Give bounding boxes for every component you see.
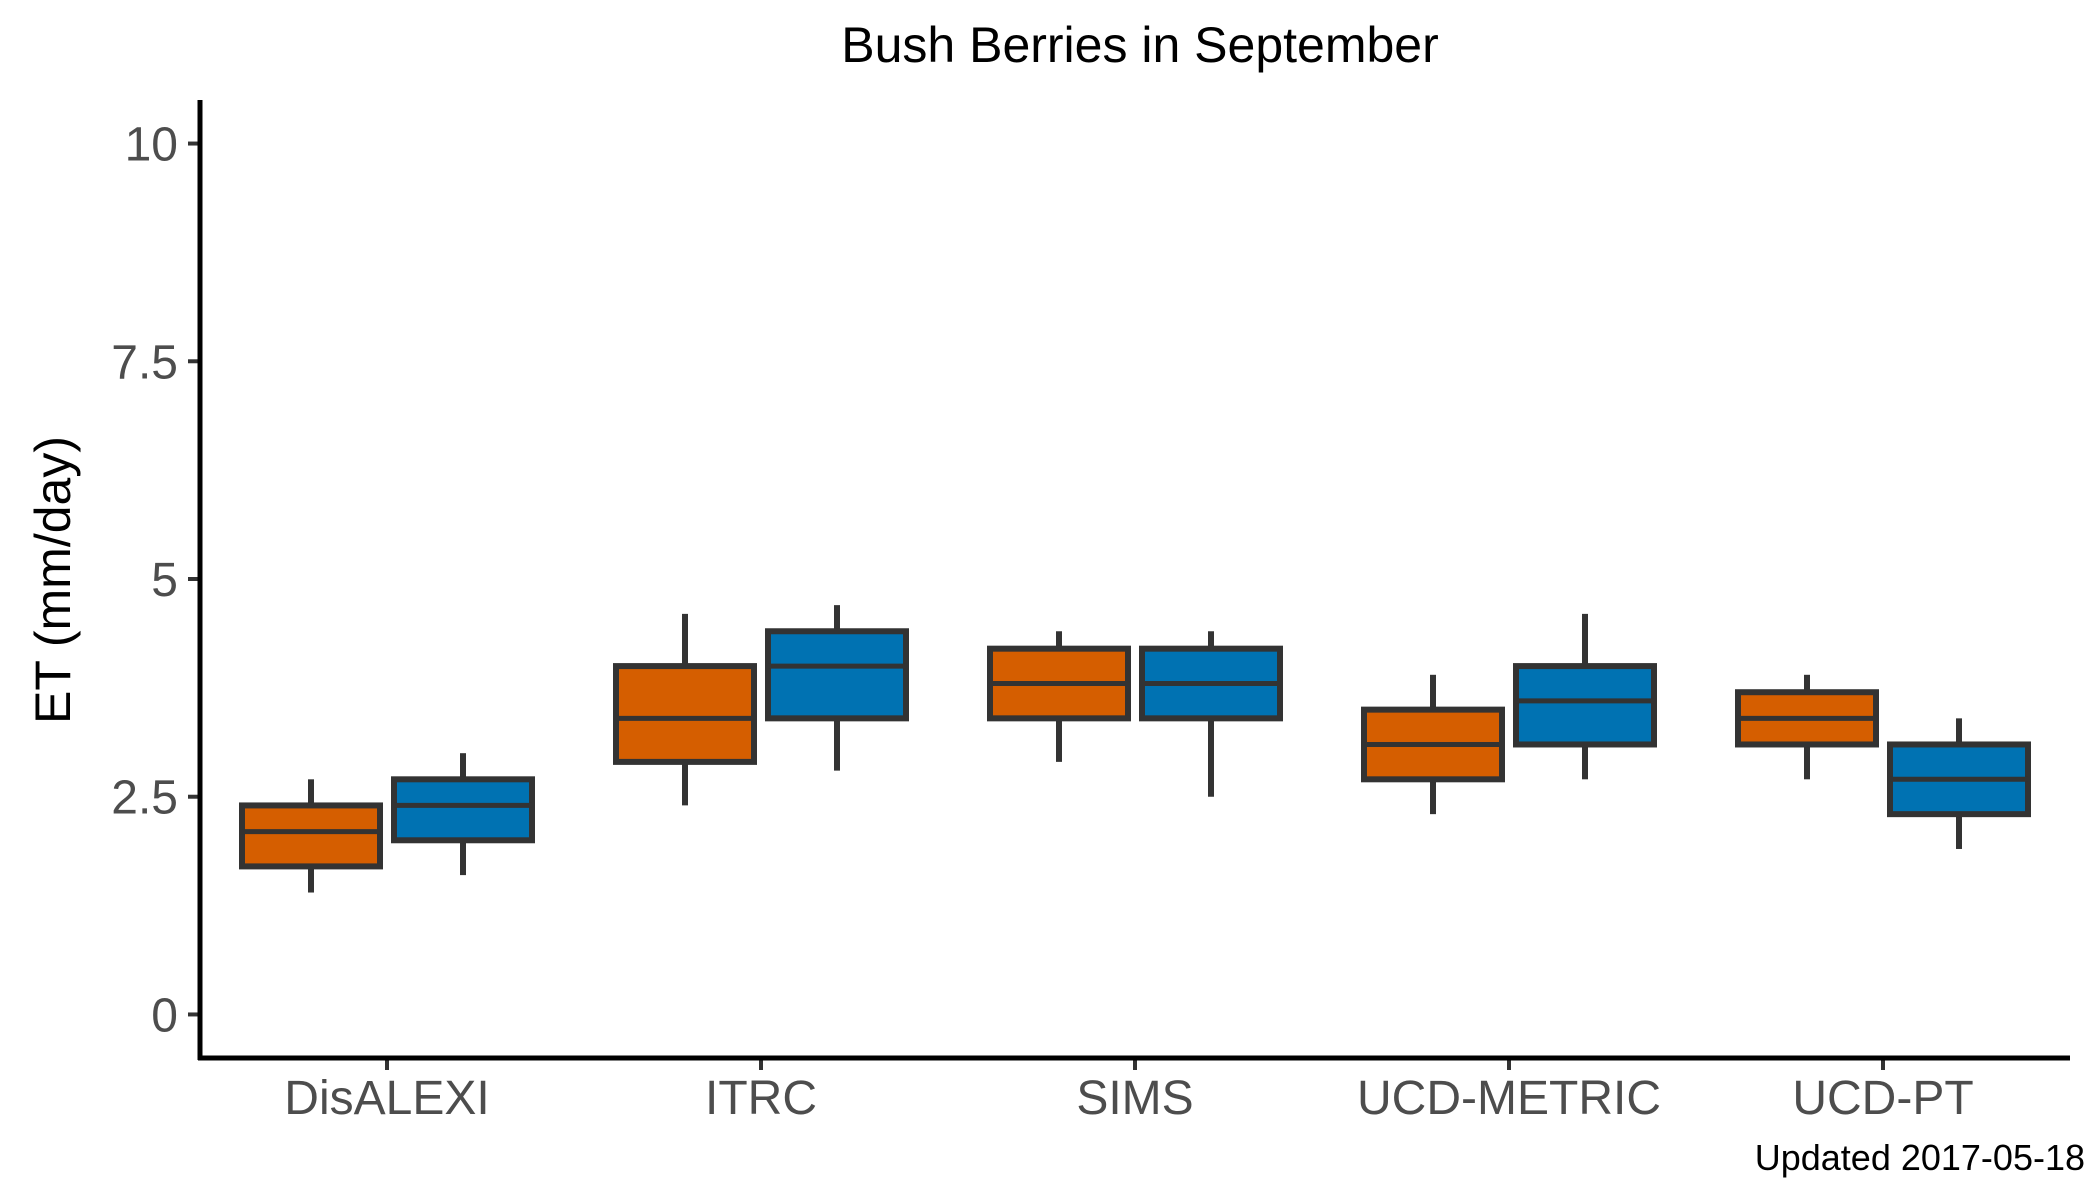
x-tick-label: DisALEXI — [284, 1072, 489, 1125]
box-body — [613, 663, 757, 765]
y-tick-label: 10 — [125, 119, 178, 172]
y-tick-label: 0 — [151, 989, 178, 1042]
plot-area: 0 2.5 5 7.5 10 DisALEXI ITRC SIMS UCD-METRIC UCD-… — [111, 100, 2070, 1125]
x-tick-label: UCD-PT — [1792, 1072, 1973, 1125]
box-body — [765, 628, 909, 722]
updated-caption: Updated 2017-05-18 — [1755, 1137, 2085, 1178]
box-body — [391, 776, 535, 844]
x-tick-label: SIMS — [1076, 1072, 1193, 1125]
y-axis-label: ET (mm/day) — [25, 436, 81, 724]
x-tick-label: ITRC — [705, 1072, 817, 1125]
y-tick-label: 7.5 — [111, 336, 178, 389]
chart-title: Bush Berries in September — [841, 17, 1439, 73]
x-tick-label: UCD-METRIC — [1357, 1072, 1661, 1125]
y-tick-label: 2.5 — [111, 772, 178, 825]
box-body — [1513, 663, 1657, 748]
box-body — [239, 802, 383, 870]
y-tick-label: 5 — [151, 554, 178, 607]
